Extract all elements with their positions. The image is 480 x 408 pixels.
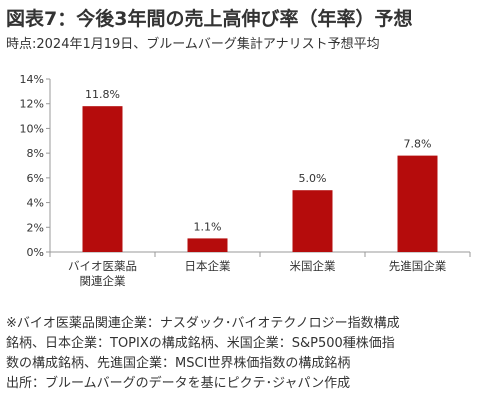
x-tick-label: バイオ医薬品 <box>68 259 137 273</box>
chart-title: 図表7：今後3年間の売上高伸び率（年率）予想 <box>6 8 413 30</box>
chart-subtitle: 時点:2024年1月19日、ブルームバーグ集計アナリスト予想平均 <box>6 37 380 52</box>
data-label: 7.8% <box>404 138 432 151</box>
y-tick-label: 10% <box>20 122 44 135</box>
note-line: 数の構成銘柄、先進国企業：MSCI世界株価指数の構成銘柄 <box>6 356 351 371</box>
source-line: 出所：ブルームバーグのデータを基にピクテ･ジャパン作成 <box>6 376 351 391</box>
y-tick-label: 0% <box>27 246 44 259</box>
data-label: 1.1% <box>194 220 222 233</box>
y-tick-label: 12% <box>20 98 44 111</box>
data-label: 11.8% <box>85 88 120 101</box>
bar <box>187 238 228 252</box>
bar <box>397 155 438 252</box>
y-tick-label: 2% <box>27 221 44 234</box>
y-tick-label: 6% <box>27 172 44 185</box>
chart-notes: ※バイオ医薬品関連企業：ナスダック･バイオテクノロジー指数構成 銘柄、日本企業：… <box>6 314 474 394</box>
note-line: ※バイオ医薬品関連企業：ナスダック･バイオテクノロジー指数構成 <box>6 316 400 331</box>
note-line: 銘柄、日本企業：TOPIXの構成銘柄、米国企業：S&P500種株価指 <box>6 336 395 351</box>
x-tick-label: 日本企業 <box>185 259 231 273</box>
x-tick-label: 先進国企業 <box>389 259 447 273</box>
x-tick-label: 米国企業 <box>290 259 336 273</box>
y-tick-label: 4% <box>27 197 44 210</box>
x-tick-label: 関連企業 <box>80 274 126 288</box>
data-label: 5.0% <box>299 172 327 185</box>
bar <box>292 190 333 252</box>
y-tick-label: 8% <box>27 147 44 160</box>
bar-chart: 0% 2% 4% 6% 8% 10% 12% 14% 11.8% バイオ医薬品関連企業 1.1% 日本… <box>20 73 471 288</box>
bar <box>82 106 123 252</box>
y-tick-label: 14% <box>20 73 44 86</box>
